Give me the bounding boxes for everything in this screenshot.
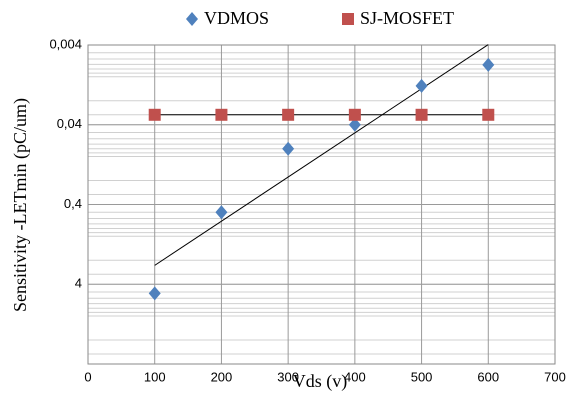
plot-frame [87, 44, 556, 365]
x-tick-label: 500 [411, 369, 433, 384]
point [215, 205, 228, 220]
y-tick-label: 0,4 [64, 196, 82, 211]
x-tick-label: 600 [477, 369, 499, 384]
trendline [154, 44, 489, 266]
y-tick-label: 4 [75, 276, 82, 291]
point [215, 108, 228, 121]
legend-label: SJ-MOSFET [360, 8, 454, 28]
x-tick-label: 0 [84, 369, 91, 384]
x-tick-label: 300 [277, 369, 299, 384]
point [482, 57, 495, 72]
point [282, 108, 295, 121]
point [482, 108, 495, 121]
x-tick-label: 400 [344, 369, 366, 384]
x-tick-label: 100 [144, 369, 166, 384]
y-tick-label: 0,004 [49, 36, 82, 51]
point [148, 108, 161, 121]
legend-label: VDMOS [204, 8, 269, 28]
legend-marker [186, 12, 198, 26]
point [348, 117, 361, 132]
point [415, 108, 428, 121]
point [415, 78, 428, 93]
y-tick-label: 0,04 [57, 116, 82, 131]
x-tick-label: 200 [211, 369, 233, 384]
x-tick-label: 700 [544, 369, 566, 384]
point [282, 141, 295, 156]
point [148, 286, 161, 301]
x-axis-label: Vds (v) [293, 371, 348, 392]
point [348, 108, 361, 121]
legend-marker [342, 13, 354, 25]
y-axis-label: Sensitivity -LETmin (pC/um) [10, 98, 31, 312]
